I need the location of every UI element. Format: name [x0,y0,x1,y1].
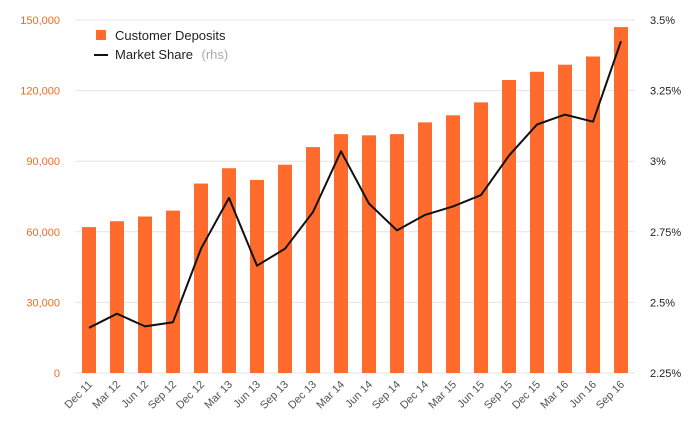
right-axis-tick-label: 3% [650,156,666,168]
x-axis-tick-label: Dec 13 [286,379,319,412]
x-axis-tick-label: Sep 13 [258,379,291,412]
x-axis-tick-label: Sep 16 [594,379,627,412]
x-axis-tick-label: Jun 13 [231,379,263,411]
legend-label-rhs: (rhs) [202,47,229,62]
deposit-bar [82,227,96,373]
x-axis-tick-label: Dec 15 [510,379,543,412]
x-axis-tick-label: Mar 14 [314,379,347,412]
legend-label-market-share: Market Share [115,47,193,62]
x-axis-tick-label: Sep 12 [146,379,179,412]
legend-swatch-customer-deposits [96,30,106,40]
deposit-bar [278,164,292,373]
x-axis-tick-label: Jun 16 [567,379,599,411]
left-axis-tick-label: 60,000 [26,227,60,239]
deposit-bar [474,102,488,373]
x-axis-tick-label: Jun 15 [455,379,487,411]
right-axis-tick-label: 2.25% [650,368,681,380]
right-axis-ticks: 2.25% 2.5% 2.75% 3% 3.25% 3.5% [650,15,681,380]
deposit-bar [446,115,460,373]
legend-label-market-share-group: Market Share (rhs) [115,46,228,63]
deposit-bar [194,183,208,373]
deposit-bar [306,147,320,373]
deposit-bar [138,216,152,373]
deposit-bar [502,80,516,373]
x-axis-tick-label: Sep 15 [482,379,515,412]
market-share-line-group [88,40,622,329]
right-axis-tick-label: 2.75% [650,227,681,239]
deposit-bar [334,134,348,373]
deposit-bar [166,210,180,373]
deposit-bar [614,27,628,374]
left-axis-ticks: 0 30,000 60,000 90,000 120,000 150,000 [20,15,60,380]
left-axis-tick-label: 120,000 [20,86,60,98]
x-axis-tick-label: Mar 12 [90,379,123,412]
right-axis-tick-label: 3.5% [650,15,675,27]
deposit-bar [530,71,544,374]
x-axis-tick-label: Dec 12 [174,379,207,412]
deposit-bar [362,135,376,373]
legend-label-customer-deposits: Customer Deposits [115,28,226,43]
deposit-bar [110,221,124,373]
x-axis-tick-label: Mar 15 [426,379,459,412]
x-axis-tick-label: Mar 16 [538,379,571,412]
left-axis-tick-label: 90,000 [26,156,60,168]
x-axis-tick-label: Dec 11 [63,379,96,412]
left-axis-tick-label: 0 [54,368,60,380]
deposit-bar [390,134,404,373]
x-axis-tick-label: Jun 12 [119,379,151,411]
left-axis-tick-label: 150,000 [20,15,60,27]
x-axis-tick-label: Sep 14 [370,379,403,412]
deposit-bar [222,168,236,373]
deposit-bar [250,180,264,373]
right-axis-tick-label: 3.25% [650,86,681,98]
x-axis-tick-label: Dec 14 [398,379,431,412]
market-share-line [88,40,622,329]
x-axis-tick-label: Mar 13 [202,379,235,412]
x-axis-tick-label: Jun 14 [343,379,375,411]
gridlines [75,19,635,374]
deposit-bars [82,27,628,374]
deposit-bar [558,64,572,374]
right-axis-tick-label: 2.5% [650,297,675,309]
deposit-bar [418,122,432,374]
deposit-bar [586,56,600,374]
left-axis-tick-label: 30,000 [26,297,60,309]
legend: Customer Deposits Market Share (rhs) [94,28,228,63]
